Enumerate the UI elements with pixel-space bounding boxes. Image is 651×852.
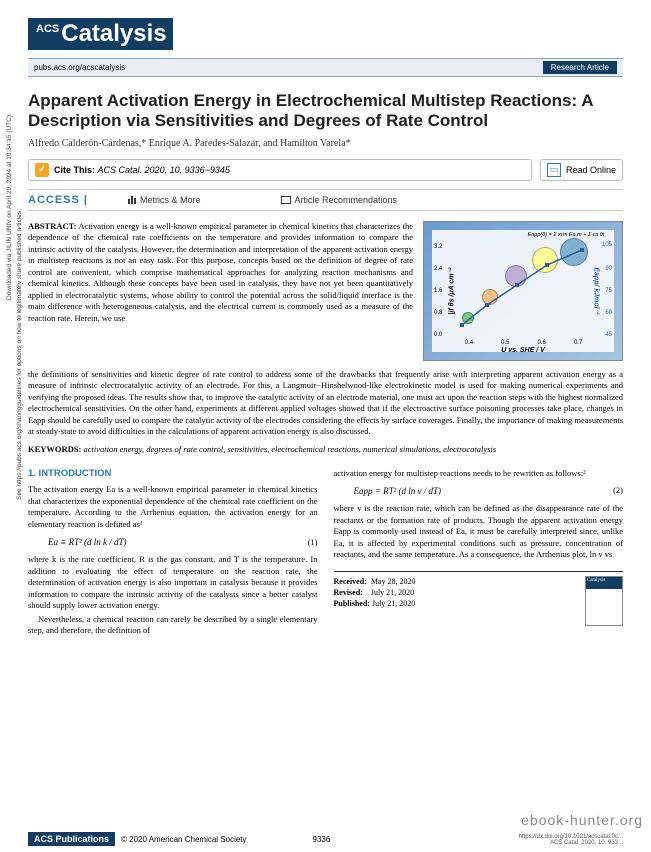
acs-publications-logo: ACS Publications <box>28 832 115 846</box>
article-title: Apparent Activation Energy in Electroche… <box>28 91 623 132</box>
url-bar: pubs.acs.org/acscatalysis Research Artic… <box>28 58 623 77</box>
chart-equation: Eapp(θ) = Σ xrm Ea,m + Σ εa θi <box>528 232 604 238</box>
journal-logo: ACSCatalysis <box>28 18 623 50</box>
chart-ytick-right: 90 <box>605 266 612 272</box>
access-label: ACCESS | <box>28 194 88 206</box>
article-type-badge: Research Article <box>543 61 617 74</box>
chart-ytick-right: 60 <box>605 310 612 316</box>
access-bar: ACCESS | Metrics & More Article Recommen… <box>28 189 623 211</box>
metrics-link[interactable]: Metrics & More <box>128 195 201 205</box>
intro-heading: 1. INTRODUCTION <box>28 468 318 481</box>
keywords: KEYWORDS: activation energy, degrees of … <box>28 444 623 454</box>
chart-ytick-left: 0.0 <box>434 332 442 338</box>
chart-ytick-left: 1.6 <box>434 288 442 294</box>
chart-ylabel-left: |jf θs /μA cm⁻² <box>447 267 455 314</box>
chart-xtick: 0.4 <box>465 340 473 346</box>
equation-2: Eapp = RT² (d ln v / dT) <box>354 485 442 497</box>
watermark: ebook-hunter.org <box>521 812 643 828</box>
chart-xtick: 0.5 <box>501 340 509 346</box>
abstract-text-full: the definitions of sensitivities and kin… <box>28 369 623 438</box>
chart-bubble <box>505 265 527 287</box>
cite-this-box[interactable]: ✓ Cite This: ACS Catal. 2020, 10, 9336−9… <box>28 159 532 181</box>
chart-ytick-left: 0.8 <box>434 310 442 316</box>
chart-ytick-right: 45 <box>605 332 612 338</box>
chart-bubble <box>560 238 588 266</box>
chart-bubble <box>462 312 474 324</box>
body-column-left: 1. INTRODUCTION The activation energy Ea… <box>28 468 318 639</box>
chart-ylabel-right: Eapp/ kJmol⁻¹ <box>592 267 600 314</box>
abstract-text-left: ABSTRACT: Activation energy is a well-kn… <box>28 221 413 361</box>
chart-bubble <box>532 247 558 273</box>
chart-bubble <box>482 289 498 305</box>
recommendations-icon <box>281 196 291 204</box>
page-footer: ACS Publications © 2020 American Chemica… <box>28 832 623 846</box>
body-column-right: activation energy for multistep reaction… <box>334 468 624 639</box>
chart-ytick-left: 2.4 <box>434 266 442 272</box>
journal-url[interactable]: pubs.acs.org/acscatalysis <box>34 63 125 72</box>
chart-ytick-right: 105 <box>602 242 612 248</box>
metrics-icon <box>128 196 136 204</box>
dates-box: Received: May 28, 2020 Revised: July 21,… <box>334 571 624 626</box>
chart-ytick-right: 75 <box>605 288 612 294</box>
chart-xtick: 0.6 <box>538 340 546 346</box>
chart-xtick: 0.7 <box>574 340 582 346</box>
read-online-button[interactable]: ▭ Read Online <box>540 159 623 181</box>
read-icon: ▭ <box>547 163 561 177</box>
recommendations-link[interactable]: Article Recommendations <box>281 195 398 205</box>
chart-xlabel: U vs. SHE / V <box>501 347 545 354</box>
authors: Alfredo Calderón-Cárdenas,* Enrique A. P… <box>28 138 623 149</box>
issue-thumbnail: Catalysis <box>585 576 623 626</box>
abstract-figure: Eapp(θ) = Σ xrm Ea,m + Σ εa θi U vs. SHE… <box>423 221 623 361</box>
equation-1: Ea ≡ RT² (d ln k / dT) <box>48 536 127 548</box>
chart-ytick-left: 3.2 <box>434 244 442 250</box>
cite-icon: ✓ <box>35 163 49 177</box>
